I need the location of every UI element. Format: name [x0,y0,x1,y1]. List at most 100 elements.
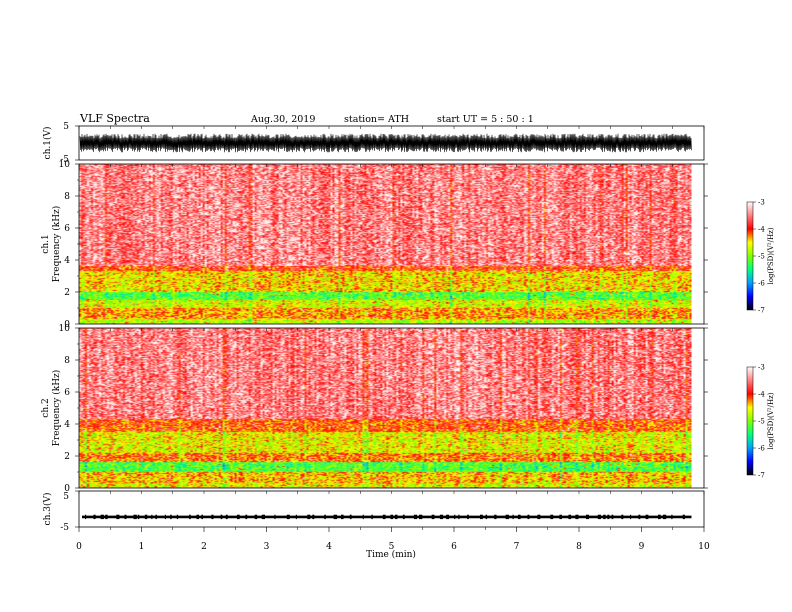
ch2-spec-ytick-label: 10 [59,324,71,334]
ch3-waveform-burst [458,514,460,520]
ch3-waveform-frame [78,490,705,528]
ch3-waveform-burst [144,514,148,520]
ch3-waveform-burst [155,514,157,520]
ch3-waveform-burst [295,514,297,520]
ch3-waveform-burst [638,514,641,520]
ch3-waveform-burst [93,514,96,520]
x-tick-label: 1 [139,542,145,552]
ch3-waveform-burst [550,514,554,520]
ch3-waveform-burst [682,514,685,520]
ch3-waveform-burst [124,514,127,520]
ch3-waveform-burst [517,514,521,520]
ch3-waveform-burst [480,514,483,520]
ch3-waveform-burst [575,514,579,520]
ch2-spec-ytick-label: 4 [64,420,70,430]
ch2-spec-ytick-label: 8 [64,356,70,366]
chart-title: VLF Spectra [79,112,150,125]
ch3-waveform-burst [467,514,469,520]
ch1-spectrogram-panel: 0 2 4 6 8 10 ch.1 Frequency (kHz) [41,160,708,330]
ch3-waveform-burst [176,514,179,520]
ch3-waveform-burst [245,514,248,520]
ch3-waveform-burst [220,514,223,520]
x-tick-label: 3 [264,542,270,552]
ch3-waveform-burst [439,514,444,520]
colorbar-tick-label: -3 [758,199,765,207]
ch3-waveform-burst [225,514,228,520]
ch2-spectrogram-ylabel-line2: Frequency (kHz) [51,370,62,447]
ch3-waveform-burst [505,514,509,520]
ch1-spec-ytick-label: 4 [64,256,70,266]
ch3-waveform-burst [371,514,373,520]
x-axis-label: Time (min) [366,549,416,560]
ch2-spec-ytick-label: 0 [64,484,70,494]
ch3-waveform-burst [611,514,614,520]
colorbar-ch1-scale [746,201,754,311]
ch3-waveform-burst [286,514,290,520]
ch1-spec-ytick-label: 10 [59,160,71,170]
header-station: station= ATH [344,114,409,125]
ch3-waveform-burst [151,514,153,520]
ch3-waveform-burst [454,514,456,520]
ch3-waveform-burst [196,514,199,520]
ch1-spec-ytick-label: 8 [64,192,70,202]
colorbar-ch1-label: log(PSD)(V²/Hz) [767,227,775,284]
colorbar-tick-label: -5 [758,418,765,426]
ch3-waveform-burst [402,514,405,520]
ch3-waveform-burst [382,514,386,520]
ch3-waveform-burst [494,514,497,520]
ch3-waveform-burst [341,514,344,520]
ch3-waveform-trace [82,514,692,520]
ch1-waveform-line [79,133,692,153]
ch3-waveform-burst [662,514,667,520]
ch3-waveform-burst [658,514,661,520]
ch3-waveform-burst [527,514,530,520]
ch3-waveform-burst [333,514,338,520]
ch3-waveform-burst [116,514,120,520]
ch3-waveform-burst [586,514,590,520]
colorbar-tick-label: -6 [758,445,765,453]
x-tick-label: 10 [698,542,710,552]
ch3-waveform-burst [630,514,632,520]
ch3-waveform-burst [261,514,265,520]
ch1-ytick-top: 5 [63,122,69,132]
ch2-spec-ytick-label: 2 [64,452,70,462]
ch3-waveform-burst [512,514,514,520]
x-tick-label: 4 [326,542,332,552]
ch3-waveform-burst [446,514,449,520]
ch3-waveform-burst [362,514,364,520]
ch3-waveform-burst [137,514,140,520]
ch3-waveform-burst [164,514,166,520]
ch3-waveform-burst [645,514,649,520]
ch1-spectrogram-ylabel-line2: Frequency (kHz) [51,206,62,283]
ch3-waveform-burst [413,514,417,520]
ch3-waveform-burst [394,514,398,520]
colorbar-tick-label: -3 [758,364,765,372]
x-tick-label: 2 [201,542,207,552]
ch3-waveform-burst [189,514,191,520]
x-tick-label: 9 [639,542,645,552]
ch3-waveform-burst [621,514,624,520]
ch3-waveform-burst [485,514,488,520]
colorbar-ch1: -3 -4 -5 -6 -7 log(PSD)(V²/Hz) [746,199,775,315]
x-tick-label: 7 [514,542,520,552]
ch3-waveform-ylabel: ch.3(V) [42,493,53,526]
ch3-waveform-burst [105,514,108,520]
ch3-waveform-burst [419,514,423,520]
ch3-waveform-burst [133,514,137,520]
ch3-waveform-burst [324,514,326,520]
ch1-spec-ytick-label: 6 [64,224,70,234]
colorbar-ch2: -3 -4 -5 -6 -7 log(PSD)(V²/Hz) [746,364,775,480]
colorbar-ch2-label: log(PSD)(V²/Hz) [767,392,775,449]
x-tick-label: 5 [389,542,395,552]
ch2-spec-ytick-label: 6 [64,388,70,398]
colorbar-tick-label: -7 [758,307,765,315]
ch2-spectrogram-panel: 0 2 4 6 8 10 ch.2 Frequency (kHz) [41,324,708,494]
ch3-waveform-burst [100,514,104,520]
ch3-waveform-burst [390,514,394,520]
x-tick-label: 8 [576,542,582,552]
ch3-waveform-burst [603,514,606,520]
header-date: Aug.30, 2019 [250,114,315,125]
ch3-ytick-bottom: -5 [60,523,69,533]
ch3-waveform-burst [254,514,258,520]
